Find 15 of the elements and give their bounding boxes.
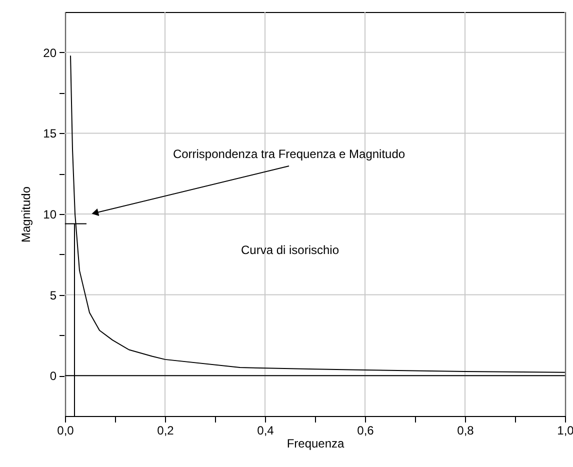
x-tick-label: 0,4	[257, 424, 274, 438]
y-tick-label: 15	[43, 126, 57, 141]
y-tick-label: 5	[50, 288, 57, 302]
x-tick-label: 0,2	[157, 424, 174, 438]
x-tick-label: 0,0	[57, 424, 74, 438]
x-tick-label: 1,0	[557, 424, 573, 438]
y-tick-label: 10	[43, 208, 57, 222]
annotation: Curva di isorischio	[240, 243, 340, 257]
y-axis-title: Magnitudo	[19, 186, 34, 243]
x-tick-label: 0,8	[457, 424, 474, 438]
y-tick-label: 20	[43, 46, 57, 60]
x-axis-title: Frequenza	[286, 436, 345, 450]
x-tick-label: 0,6	[357, 424, 374, 438]
annotation: Corrispondenza tra Frequenza e Magnitudo	[172, 147, 406, 161]
y-tick-label: 0	[50, 369, 57, 384]
